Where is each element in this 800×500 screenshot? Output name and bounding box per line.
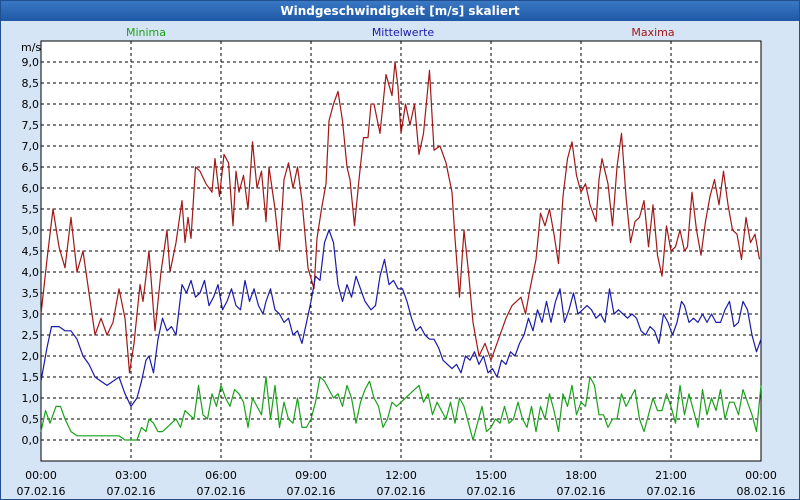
x-tick-time: 03:00	[115, 469, 147, 482]
y-tick-label: 0,5	[22, 413, 40, 426]
series-line-mittelwerte	[40, 229, 762, 407]
x-tick-date: 07.02.16	[647, 485, 696, 498]
y-axis-ticks: 0,0 0,5 1,0 1,5 2,0 2,5 3,0 3,5 4,0 4,5 5,0 5,5 6,0 6…	[22, 56, 40, 447]
chart-title: Windgeschwindigkeit [m/s] skaliert	[1, 1, 799, 21]
x-tick-date: 07.02.16	[287, 485, 336, 498]
x-tick-date: 08.02.16	[737, 485, 786, 498]
y-tick-label: 7,5	[22, 119, 40, 132]
y-tick-label: 0,0	[22, 434, 40, 447]
legend: Minima Mittelwerte Maxima	[126, 26, 675, 39]
legend-entry-minima: Minima	[126, 26, 166, 39]
y-tick-label: 5,5	[22, 203, 40, 216]
y-tick-label: 2,5	[22, 329, 40, 342]
y-tick-label: 9,0	[22, 56, 40, 69]
x-tick-date: 07.02.16	[467, 485, 516, 498]
x-tick-date: 07.02.16	[197, 485, 246, 498]
x-tick-time: 18:00	[565, 469, 597, 482]
legend-entry-maxima: Maxima	[631, 26, 674, 39]
x-tick-time: 21:00	[655, 469, 687, 482]
y-tick-label: 4,5	[22, 245, 40, 258]
x-tick-time: 15:00	[475, 469, 507, 482]
y-tick-label: 1,0	[22, 392, 40, 405]
x-axis-ticks: 00:00 07.02.16 03:00 07.02.16 06:00 07.02.16 0…	[17, 469, 786, 498]
x-tick-time: 12:00	[385, 469, 417, 482]
y-tick-label: 3,0	[22, 308, 40, 321]
x-tick-time: 09:00	[295, 469, 327, 482]
y-tick-label: 6,0	[22, 182, 40, 195]
series-line-maxima	[40, 61, 761, 374]
series-lines	[40, 61, 762, 441]
legend-entry-mittelwerte: Mittelwerte	[372, 26, 435, 39]
x-tick-date: 07.02.16	[107, 485, 156, 498]
y-tick-label: 1,5	[22, 371, 40, 384]
y-tick-label: 7,0	[22, 140, 40, 153]
x-tick-date: 07.02.16	[557, 485, 606, 498]
series-line-minima	[40, 376, 762, 441]
y-tick-label: 4,0	[22, 266, 40, 279]
y-tick-label: 8,5	[22, 77, 40, 90]
x-tick-time: 06:00	[205, 469, 237, 482]
x-tick-time: 00:00	[25, 469, 57, 482]
y-tick-label: 5,0	[22, 224, 40, 237]
x-tick-date: 07.02.16	[17, 485, 66, 498]
x-tick-time: 00:00	[745, 469, 777, 482]
y-tick-label: 6,5	[22, 161, 40, 174]
y-tick-label: 8,0	[22, 98, 40, 111]
x-tick-date: 07.02.16	[377, 485, 426, 498]
y-tick-label: 2,0	[22, 350, 40, 363]
grid-lines	[41, 41, 761, 461]
y-axis-label: m/s	[21, 41, 41, 54]
y-tick-label: 3,5	[22, 287, 40, 300]
